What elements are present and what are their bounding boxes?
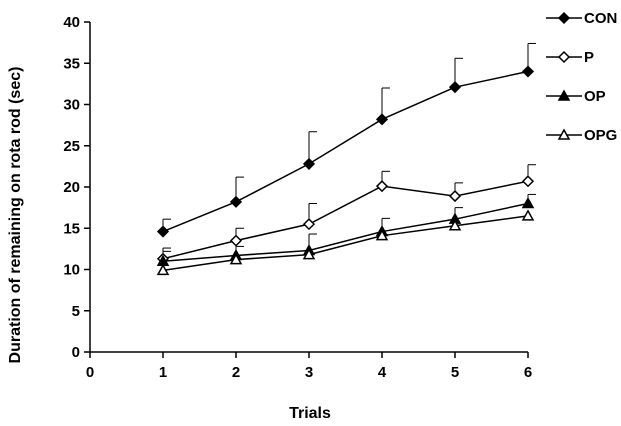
y-tick-label: 35	[63, 55, 80, 72]
op-data-point	[521, 196, 535, 209]
y-axis-title: Duration of remaining on rota rod (sec)	[7, 67, 24, 364]
legend-label: OP	[584, 88, 606, 105]
y-tick-label: 25	[63, 138, 80, 155]
legend-item-p: P	[546, 49, 594, 66]
legend-item-con: CON	[546, 10, 617, 27]
opg-series-line	[162, 215, 529, 272]
p-data-point	[448, 190, 462, 203]
y-tick-label: 15	[63, 220, 80, 237]
con-data-point	[156, 225, 170, 238]
x-tick-label: 1	[159, 364, 167, 381]
y-tick-label: 20	[63, 179, 80, 196]
p-data-point	[375, 180, 389, 193]
con-data-point	[375, 113, 389, 126]
x-tick-label: 0	[86, 364, 94, 381]
y-tick-label: 30	[63, 97, 80, 114]
opg-data-point	[521, 209, 535, 221]
opg-data-point	[448, 219, 462, 231]
legend-marker	[557, 128, 571, 140]
y-tick-label: 0	[72, 344, 80, 361]
y-tick-label: 10	[63, 262, 80, 279]
x-tick-label: 2	[232, 364, 240, 381]
opg-data-point	[375, 229, 389, 241]
legend-label: OPG	[584, 127, 617, 144]
p-data-point	[521, 175, 535, 188]
legend-label: P	[584, 49, 594, 66]
con-data-point	[302, 157, 316, 170]
series-markers	[156, 65, 535, 276]
x-axis-title: Trials	[289, 405, 331, 422]
con-data-point	[229, 195, 243, 208]
con-series-line	[162, 70, 529, 233]
opg-data-point	[229, 253, 243, 265]
opg-data-point	[302, 248, 316, 260]
x-tick-label: 3	[305, 364, 313, 381]
legend-marker	[557, 50, 571, 64]
y-tick-label: 5	[72, 303, 80, 320]
legend-marker	[557, 11, 571, 25]
x-tick-label: 6	[524, 364, 532, 381]
legend: CON P OP OPG	[546, 10, 617, 144]
op-series-line	[162, 202, 529, 262]
legend-item-op: OP	[546, 88, 606, 105]
y-tick-label: 40	[63, 14, 80, 31]
legend-label: CON	[584, 10, 617, 27]
legend-item-opg: OPG	[546, 127, 617, 144]
error-bars	[162, 42, 536, 262]
x-tick-label: 5	[451, 364, 459, 381]
series-lines	[162, 70, 529, 272]
p-series-line	[162, 180, 529, 260]
p-data-point	[229, 234, 243, 247]
axes: 0 5 10 15 20 25 30 35 40 0 1 2 3 4 5 6	[63, 14, 532, 381]
con-data-point	[448, 81, 462, 94]
con-data-point	[521, 65, 535, 78]
opg-data-point	[156, 263, 170, 276]
legend-marker	[557, 89, 571, 101]
x-tick-label: 4	[378, 364, 387, 381]
p-data-point	[302, 218, 316, 231]
